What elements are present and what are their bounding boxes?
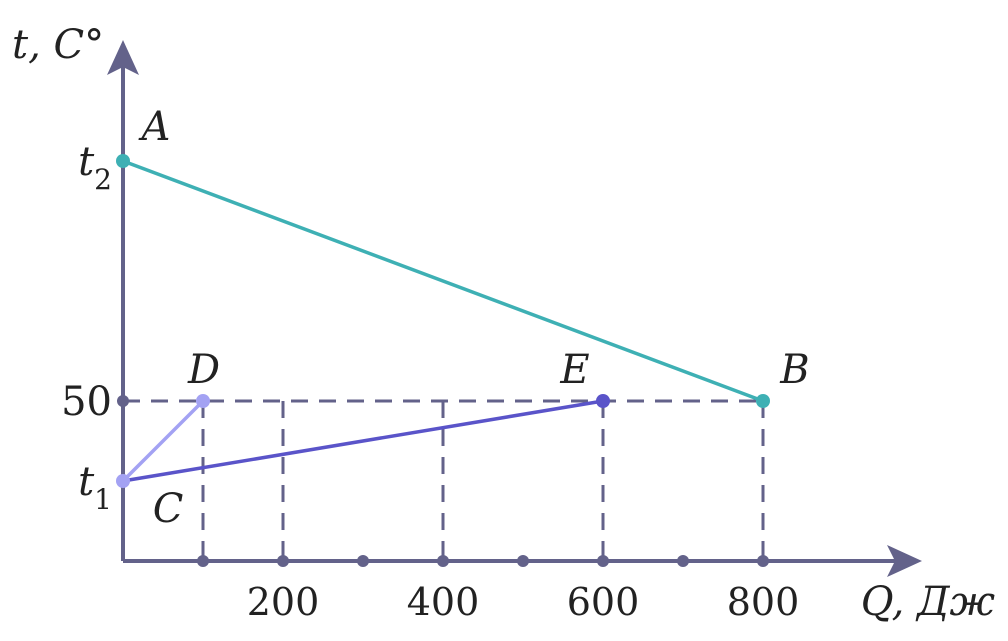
x-tick-label-200: 200 <box>247 580 320 624</box>
x-tick-dot-100 <box>197 555 209 567</box>
point-label-A: A <box>138 104 171 150</box>
y-tick-dot-50 <box>117 395 129 407</box>
segment-CE <box>121 399 605 483</box>
x-tick-dot-600 <box>597 555 609 567</box>
segment-AB <box>121 159 765 403</box>
x-tick-dot-800 <box>757 555 769 567</box>
x-tick-label-800: 800 <box>727 580 800 624</box>
point-D <box>196 394 210 408</box>
x-axis-arrow-icon <box>887 545 922 577</box>
y-axis-arrow-icon <box>107 40 139 75</box>
x-tick-dot-500 <box>517 555 529 567</box>
x-tick-dot-400 <box>437 555 449 567</box>
y-tick-label-t1: t1 <box>78 459 112 516</box>
point-label-C: C <box>153 486 184 532</box>
segment-CD <box>121 399 205 483</box>
y-axis-label: t, C° <box>12 22 104 68</box>
x-tick-label-600: 600 <box>567 580 640 624</box>
x-tick-label-400: 400 <box>407 580 480 624</box>
y-tick-label-t2: t2 <box>78 139 112 196</box>
x-tick-dot-300 <box>357 555 369 567</box>
point-E <box>596 394 610 408</box>
x-axis-label: Q, Дж <box>861 579 996 625</box>
y-tick-label-50: 50 <box>61 379 112 425</box>
point-C <box>116 474 130 488</box>
x-tick-dot-200 <box>277 555 289 567</box>
point-label-D: D <box>187 347 220 393</box>
point-B <box>756 394 770 408</box>
point-label-B: B <box>779 347 809 393</box>
point-label-E: E <box>559 347 589 393</box>
x-tick-dot-700 <box>677 555 689 567</box>
point-A <box>116 154 130 168</box>
